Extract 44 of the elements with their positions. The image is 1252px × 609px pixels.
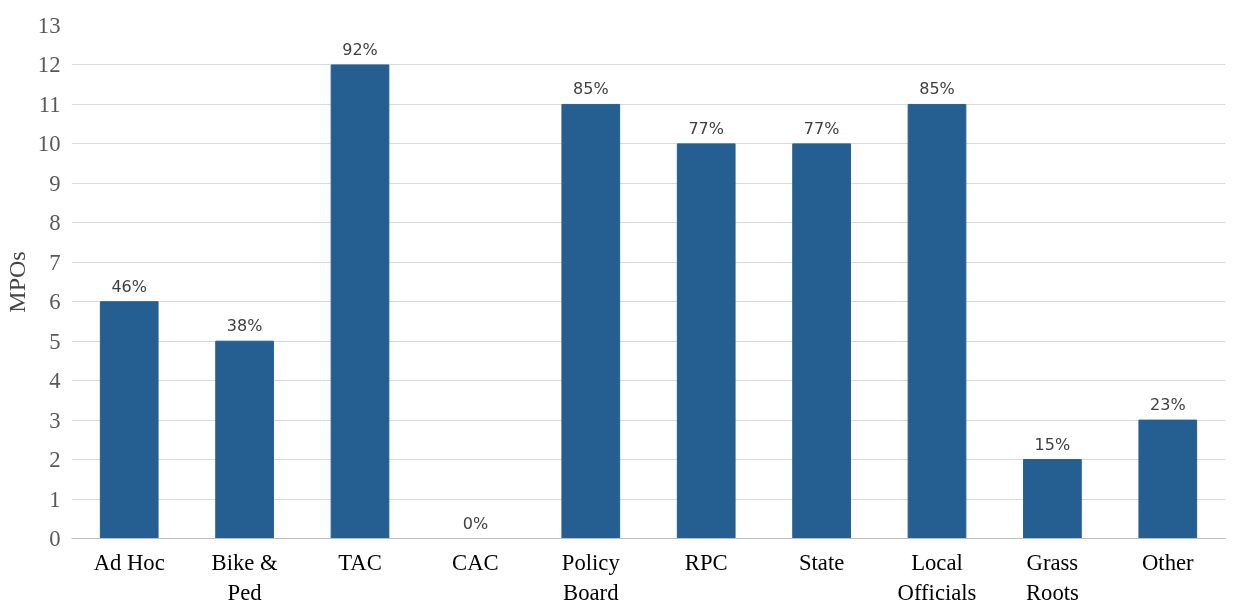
x-tick-label: Ad Hoc [93,549,165,575]
bar [215,340,274,539]
annotation: 38% [226,316,263,336]
y-tick-label: 0 [49,526,61,551]
y-tick-label: 8 [49,210,61,236]
y-tick-label: 7 [49,249,61,275]
bar [1023,459,1082,539]
bar [676,143,736,539]
y-tick-label: 9 [49,170,61,196]
annotation: 85% [573,79,609,99]
y-tick-label: 12 [37,52,61,78]
x-tick-label: Policy Board [561,549,621,605]
y-tick-label: 10 [37,131,61,157]
bar [792,143,851,539]
x-tick-label: Bike & Ped [211,549,279,605]
annotation: 92% [342,39,378,59]
y-tick-label: 11 [38,91,61,117]
annotation: 23% [1150,395,1186,415]
x-tick-label: Grass Roots [1025,549,1079,605]
annotation: 0% [462,513,489,533]
annotation: 46% [111,276,147,296]
x-tick-label: State [798,549,845,575]
bar [330,64,390,539]
y-tick-label: 13 [37,13,61,38]
annotation: 85% [919,79,955,99]
bar [1138,419,1198,539]
y-tick-label: 5 [49,328,61,354]
y-axis-title: MPOs [3,251,30,313]
y-tick-label: 6 [49,289,61,315]
x-tick-label: Other [1142,549,1195,575]
y-tick-label: 3 [49,407,61,433]
y-tick-label: 1 [49,486,61,512]
annotation: 77% [688,118,724,138]
bar [561,103,621,539]
y-tick-label: 2 [49,447,61,473]
annotation: 77% [803,118,840,138]
x-tick-label: Local Officials [897,549,977,605]
x-tick-label: TAC [338,549,382,575]
x-tick-label: RPC [684,549,728,575]
annotation: 15% [1034,434,1071,454]
bar [99,301,159,539]
x-tick-label: CAC [452,549,499,575]
y-tick-label: 4 [49,368,61,394]
bar [907,103,967,539]
